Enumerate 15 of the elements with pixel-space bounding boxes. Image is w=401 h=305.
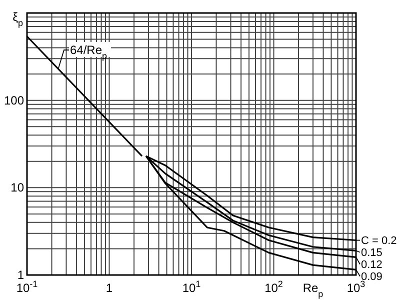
y-tick-label: 100 bbox=[4, 93, 24, 108]
y-tick-label: 10 bbox=[10, 180, 24, 195]
x-tick-label: 10$^{3}$ bbox=[346, 279, 366, 295]
legend-label: 64/Re$_{p}$ bbox=[70, 43, 108, 61]
legend-label: 0.15 bbox=[361, 247, 382, 260]
leader-callout: 64/Re$_{p}$ bbox=[58, 42, 111, 70]
y-axis-title: ξ$_{p}$ bbox=[12, 10, 23, 28]
y-tick-label: 1 bbox=[17, 268, 24, 282]
x-tick-label: 10$^{2}$ bbox=[264, 279, 283, 295]
x-tick-label: 10$^{-1}$ bbox=[16, 279, 38, 295]
legend-label: 0.12 bbox=[361, 259, 382, 272]
legend-label: C = 0.2 bbox=[361, 235, 397, 248]
x-axis-title: Re$_{p}$ bbox=[302, 281, 324, 299]
x-tick-label: 1 bbox=[106, 281, 113, 295]
x-tick-label: 10$^{1}$ bbox=[182, 279, 201, 295]
